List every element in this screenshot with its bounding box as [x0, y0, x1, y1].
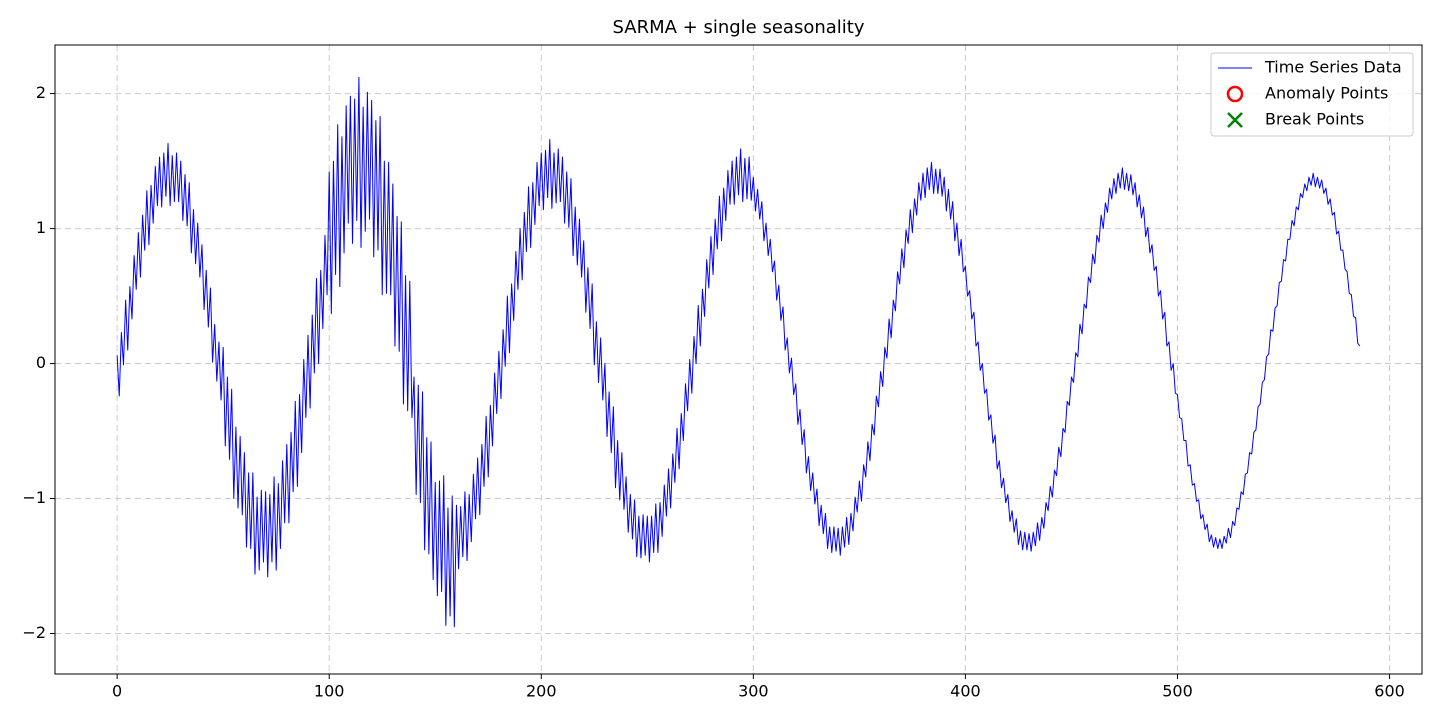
legend-label: Anomaly Points	[1265, 84, 1388, 103]
legend-cross	[1227, 112, 1243, 128]
data-layer	[116, 76, 1361, 628]
x-tick-label: 200	[526, 682, 557, 701]
chart-title: SARMA + single seasonality	[613, 17, 865, 38]
axis-layer: 0 100 200 300 400 500 600 −2 −1 0 1 2	[22, 83, 1404, 700]
x-tick-label: 0	[112, 682, 122, 701]
y-tick-label: −2	[22, 623, 46, 642]
x-tick-label: 100	[314, 682, 345, 701]
legend-box	[1210, 52, 1414, 137]
x-tick-label: 600	[1374, 682, 1405, 701]
legend-circle	[1226, 85, 1244, 103]
y-tick-label: −1	[22, 488, 46, 507]
legend-label: Time Series Data	[1264, 58, 1402, 77]
grid-layer	[55, 45, 1422, 674]
legend: Time Series Data Anomaly Points Break Poin…	[1210, 52, 1414, 137]
plot-frame	[54, 44, 1423, 675]
y-tick-label: 2	[36, 83, 46, 102]
y-tick-label: 1	[36, 218, 46, 237]
x-tick-label: 400	[950, 682, 981, 701]
y-tick-label: 0	[36, 353, 46, 372]
series-line	[116, 76, 1361, 628]
x-tick-label: 500	[1162, 682, 1193, 701]
x-tick-label: 300	[738, 682, 769, 701]
legend-label: Break Points	[1265, 110, 1364, 129]
